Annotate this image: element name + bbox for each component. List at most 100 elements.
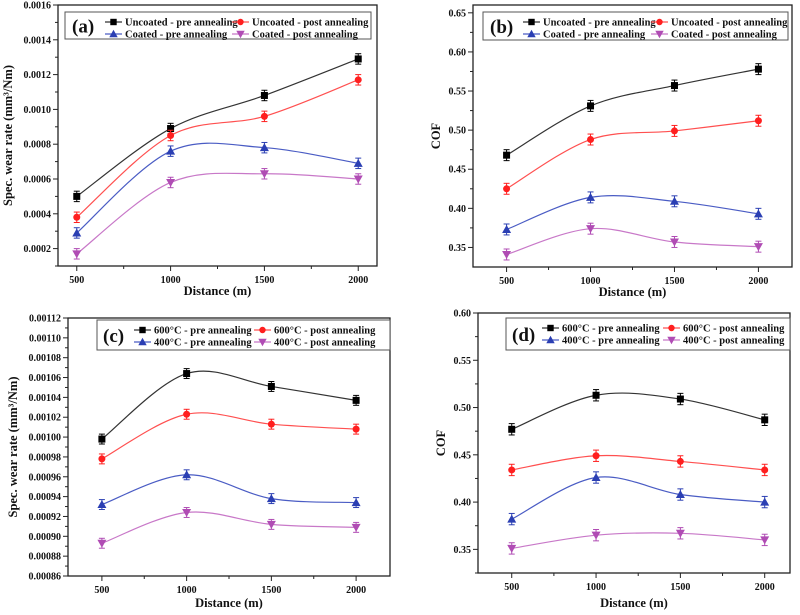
y-tick-label: 0.45 xyxy=(449,165,467,176)
series-circle xyxy=(508,449,769,477)
data-point xyxy=(352,396,360,404)
data-point xyxy=(354,76,362,84)
data-point xyxy=(592,452,600,460)
x-axis-label: Distance (m) xyxy=(195,596,263,610)
y-tick-label: 0.0010 xyxy=(24,105,52,116)
y-tick-label: 0.00088 xyxy=(29,552,62,563)
y-tick-label: 0.0002 xyxy=(24,244,52,255)
legend-marker-circle xyxy=(668,324,675,332)
x-tick-label: 1500 xyxy=(261,585,281,596)
series-square xyxy=(503,63,762,162)
legend-marker-triangle-down xyxy=(667,336,676,345)
series-triangle-up xyxy=(502,191,763,236)
series-line xyxy=(511,392,765,430)
plot-frame xyxy=(57,4,378,267)
series-line xyxy=(101,412,357,460)
x-tick-label: 500 xyxy=(94,585,109,596)
data-point xyxy=(259,170,269,179)
y-axis-label: COF xyxy=(429,122,443,149)
legend-entry: Uncoated - post annealing xyxy=(252,18,369,29)
data-point xyxy=(507,544,517,553)
series-triangle-down xyxy=(502,222,763,261)
legend-marker-square xyxy=(110,18,117,26)
x-tick-label: 1000 xyxy=(586,582,606,593)
legend-entry: 600°C - post annealing xyxy=(683,324,785,335)
data-point xyxy=(167,132,175,139)
legend-marker-circle xyxy=(237,18,244,26)
legend-marker-triangle-down xyxy=(655,30,664,39)
data-point xyxy=(675,529,685,538)
data-point xyxy=(502,250,512,259)
y-tick-label: 0.00090 xyxy=(29,532,62,543)
legend-marker-triangle-up xyxy=(546,335,555,344)
data-point xyxy=(73,192,81,200)
y-tick-label: 0.55 xyxy=(454,356,472,367)
series-circle xyxy=(73,74,362,223)
y-tick-label: 0.0014 xyxy=(24,35,52,46)
x-tick-label: 1500 xyxy=(254,275,274,286)
data-point xyxy=(98,435,106,443)
chart-panel-b: 500 1000 1500 2000 0.35 0.40 0.45 0.50 0.55 0.60 0… xyxy=(429,4,793,299)
legend-entry: Coated - post annealing xyxy=(671,30,778,41)
y-tick-label: 0.00096 xyxy=(29,472,62,483)
legend-marker-square xyxy=(528,18,535,26)
y-tick-label: 0.00110 xyxy=(29,333,61,344)
data-point xyxy=(760,536,770,545)
data-point xyxy=(586,225,596,234)
legend-marker-triangle-down xyxy=(258,338,267,347)
data-point xyxy=(587,136,595,144)
series-triangle-up xyxy=(97,469,361,511)
data-point xyxy=(753,209,763,218)
y-tick-label: 0.0006 xyxy=(24,175,52,186)
series-line xyxy=(76,58,359,197)
data-point xyxy=(503,151,511,159)
legend: (a) Uncoated - pre annealing Uncoated - po… xyxy=(64,11,372,41)
data-point xyxy=(503,185,511,193)
data-point xyxy=(166,146,176,155)
data-point xyxy=(73,213,81,221)
x-tick-label: 500 xyxy=(69,275,84,286)
data-point xyxy=(669,238,679,247)
data-point xyxy=(183,410,191,418)
data-point xyxy=(592,391,600,399)
series-line xyxy=(76,79,359,218)
series-line xyxy=(101,474,357,506)
legend-entry: Coated - pre annealing xyxy=(543,30,646,41)
x-tick-label: 1000 xyxy=(177,585,197,596)
y-tick-label: 0.00092 xyxy=(29,512,62,523)
series-triangle-down xyxy=(507,527,770,555)
legend: (d) 600°C - pre annealing 600°C - post ann… xyxy=(505,317,791,351)
x-tick-label: 1000 xyxy=(161,275,181,286)
data-point xyxy=(351,498,361,507)
data-point xyxy=(72,250,82,259)
legend-marker-triangle-down xyxy=(236,30,245,39)
y-axis-label: Spec. wear rate (mm³/Nm) xyxy=(6,377,20,518)
series-triangle-down xyxy=(97,507,361,549)
legend-entry: 600°C - pre annealing xyxy=(154,326,252,337)
data-point xyxy=(754,117,762,125)
x-tick-label: 2000 xyxy=(755,582,775,593)
y-tick-label: 0.00108 xyxy=(29,353,62,364)
data-point xyxy=(98,455,106,463)
data-point xyxy=(259,143,269,152)
series-triangle-up xyxy=(507,471,770,526)
y-axis-label: COF xyxy=(434,429,448,456)
data-point xyxy=(591,531,601,540)
legend-marker-circle xyxy=(656,18,663,26)
data-point xyxy=(353,158,363,167)
series-triangle-down xyxy=(72,168,363,260)
data-point xyxy=(97,500,107,509)
chart-panel-a: 500 1000 1500 2000 0.0002 0.0004 0.0006 0.0008 0… xyxy=(1,1,378,298)
series-line xyxy=(506,227,759,256)
data-point xyxy=(182,470,192,479)
series-circle xyxy=(503,114,762,195)
chart-panel-d: 500 1000 1500 2000 0.35 0.40 0.45 0.50 0.55 0.60 D… xyxy=(434,309,791,610)
data-point xyxy=(761,466,769,474)
data-point xyxy=(353,175,363,184)
legend: (c) 600°C - pre annealing 600°C - post ann… xyxy=(96,319,391,351)
series-line xyxy=(101,370,357,440)
data-point xyxy=(351,523,361,532)
series-line xyxy=(511,476,765,520)
x-tick-label: 500 xyxy=(504,582,519,593)
